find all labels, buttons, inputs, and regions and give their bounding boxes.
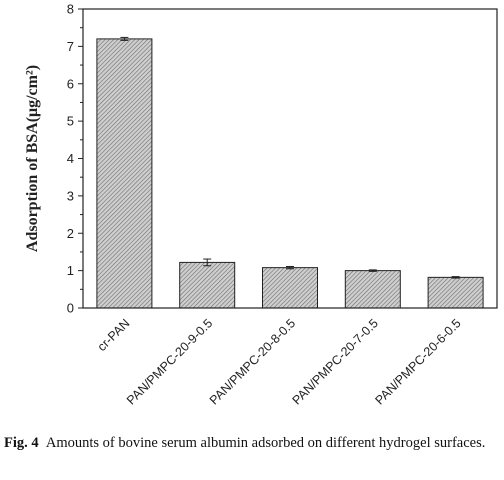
y-tick-label-5: 5 xyxy=(67,114,74,129)
y-tick-label-7: 7 xyxy=(67,39,74,54)
y-tick-label-3: 3 xyxy=(67,188,74,203)
figure-number: Fig. 4 xyxy=(4,435,39,451)
bars-group xyxy=(96,36,484,309)
y-tick-label-1: 1 xyxy=(67,263,74,278)
bar-4 xyxy=(344,270,401,309)
x-labels-group: cr-PANPAN/PMPC-20-9-0.5PAN/PMPC-20-8-0.5… xyxy=(95,316,464,407)
x-tick-label-2: PAN/PMPC-20-9-0.5 xyxy=(124,316,215,407)
x-tick-label-1: cr-PAN xyxy=(95,316,133,354)
bar-5 xyxy=(427,276,484,309)
y-tick-label-2: 2 xyxy=(67,226,74,241)
y-ticks-group: 0 1 2 3 4 5 6 7 8 xyxy=(67,2,83,316)
figure-caption: Fig. 4 Amounts of bovine serum albumin a… xyxy=(4,434,500,453)
x-tick-label-5: PAN/PMPC-20-6-0.5 xyxy=(372,316,463,407)
y-tick-label-6: 6 xyxy=(67,76,74,91)
caption-text: Amounts of bovine serum albumin adsorbed… xyxy=(45,435,486,451)
y-tick-label-8: 8 xyxy=(67,2,74,17)
bar-1 xyxy=(96,38,153,309)
y-tick-label-4: 4 xyxy=(67,151,74,166)
bar-2 xyxy=(179,261,236,309)
y-axis-label: Adsorption of BSA(μg/cm²) xyxy=(24,65,41,252)
x-tick-label-4: PAN/PMPC-20-7-0.5 xyxy=(290,316,381,407)
x-tick-label-3: PAN/PMPC-20-8-0.5 xyxy=(207,316,298,407)
bar-3 xyxy=(262,267,318,309)
y-tick-label-0: 0 xyxy=(67,301,74,316)
